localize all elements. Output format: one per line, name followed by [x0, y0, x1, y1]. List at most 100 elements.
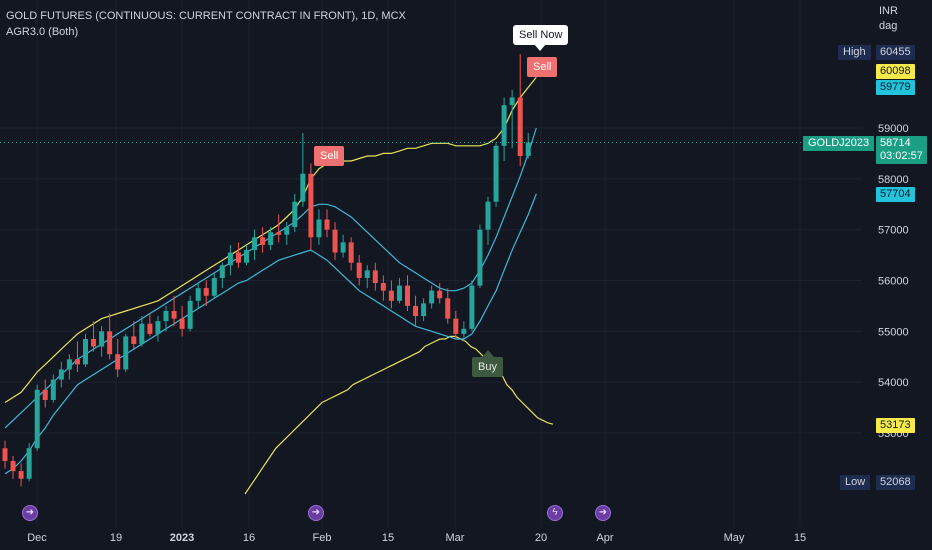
candle-body — [284, 227, 290, 235]
candle-body — [396, 285, 402, 301]
candle-body — [139, 323, 145, 345]
candle-body — [50, 379, 56, 400]
candle-body — [147, 323, 153, 334]
candle-up — [485, 196, 491, 245]
candle-up — [461, 321, 467, 342]
candle-body — [195, 288, 201, 301]
price-tick-label: 58000 — [878, 174, 909, 186]
high-label: High — [838, 45, 871, 60]
candle-up — [252, 229, 258, 261]
time-tick-label: Dec — [27, 532, 47, 544]
candle-up — [139, 316, 145, 347]
price-tick-label: 54000 — [878, 377, 909, 389]
sell-now-signal[interactable]: Sell Now — [513, 25, 569, 45]
candle-up — [58, 361, 64, 388]
slow-ma-line — [244, 335, 554, 495]
slow-ma-tag: 53173 — [876, 418, 915, 433]
candle-body — [163, 311, 169, 322]
sell-signal-march[interactable]: Sell — [527, 57, 558, 77]
candle-up — [211, 272, 217, 299]
candle-body — [219, 265, 225, 278]
candle-down — [356, 255, 362, 286]
high-value-tag: 60455 — [876, 45, 915, 60]
candle-body — [179, 318, 185, 329]
candle-body — [493, 145, 499, 202]
currency-label: INR — [879, 5, 898, 17]
candle-body — [187, 300, 193, 329]
candle-up — [268, 227, 274, 250]
arrow-right-icon[interactable]: ➜ — [595, 505, 611, 521]
candle-down — [91, 321, 97, 352]
candle-down — [147, 313, 153, 337]
chart-legend: GOLD FUTURES (CONTINUOUS: CURRENT CONTRA… — [6, 8, 406, 40]
price-axis-currency[interactable]: INR dag — [879, 4, 898, 34]
candle-body — [91, 338, 97, 347]
candle-body — [107, 331, 113, 355]
candle-up — [155, 316, 161, 342]
lower-band-tag: 57704 — [876, 187, 915, 202]
buy-signal[interactable]: Buy — [472, 357, 503, 377]
candle-up — [396, 277, 402, 304]
candle-body — [42, 389, 48, 400]
candle-body — [517, 97, 523, 156]
candle-up — [66, 354, 72, 380]
sell-signal-february[interactable]: Sell — [314, 146, 345, 166]
candle-body — [308, 173, 314, 238]
candle-down — [453, 311, 459, 339]
candle-up — [195, 283, 201, 309]
candle-down — [260, 227, 266, 253]
candle-body — [268, 232, 274, 245]
time-tick-label: Feb — [313, 532, 332, 544]
candle-body — [477, 229, 483, 286]
candle-up — [493, 143, 499, 207]
price-tick-label: 56000 — [878, 276, 909, 288]
candle-body — [421, 303, 427, 317]
candle-body — [525, 142, 531, 156]
candle-body — [10, 460, 16, 472]
time-tick-label: Apr — [596, 532, 613, 544]
candle-body — [2, 448, 8, 461]
time-tick-label: 15 — [382, 532, 394, 544]
candle-down — [18, 463, 24, 487]
price-tick-label: 57000 — [878, 225, 909, 237]
candle-body — [413, 305, 419, 317]
candle-up — [34, 384, 40, 451]
low-value-tag: 52068 — [876, 475, 915, 490]
price-tick-label: 59000 — [878, 123, 909, 135]
candle-up — [340, 234, 346, 258]
candle-body — [300, 173, 306, 202]
candle-down — [203, 280, 209, 306]
arrow-right-icon[interactable]: ➜ — [22, 505, 38, 521]
candle-body — [260, 237, 266, 245]
candle-down — [308, 163, 314, 250]
candle-body — [203, 288, 209, 296]
candle-down — [107, 313, 113, 360]
candle-body — [429, 290, 435, 304]
bar-countdown: 03:02:57 — [880, 150, 923, 162]
candle-up — [99, 326, 105, 357]
time-tick-label: May — [724, 532, 745, 544]
candle-up — [227, 244, 233, 276]
candle-body — [131, 336, 137, 345]
grid-lines — [0, 0, 862, 527]
symbol-tag: GOLDJ2023 — [803, 136, 875, 151]
candle-up — [123, 333, 129, 372]
candle-body — [372, 270, 378, 284]
candle-body — [364, 270, 370, 278]
candle-down — [517, 54, 523, 167]
time-tick-label: 15 — [794, 532, 806, 544]
candle-body — [34, 389, 40, 449]
price-tick-label: 55000 — [878, 326, 909, 338]
arrow-right-icon[interactable]: ➜ — [308, 505, 324, 521]
candle-body — [115, 354, 121, 370]
lightning-icon[interactable]: ϟ — [547, 505, 563, 521]
candle-body — [276, 232, 282, 235]
slow-moving-average — [244, 335, 554, 495]
candle-body — [445, 298, 451, 319]
candle-down — [332, 222, 338, 261]
unit-label: dag — [879, 20, 898, 32]
candle-up — [477, 224, 483, 289]
candle-up — [429, 285, 435, 309]
low-label: Low — [840, 475, 871, 490]
